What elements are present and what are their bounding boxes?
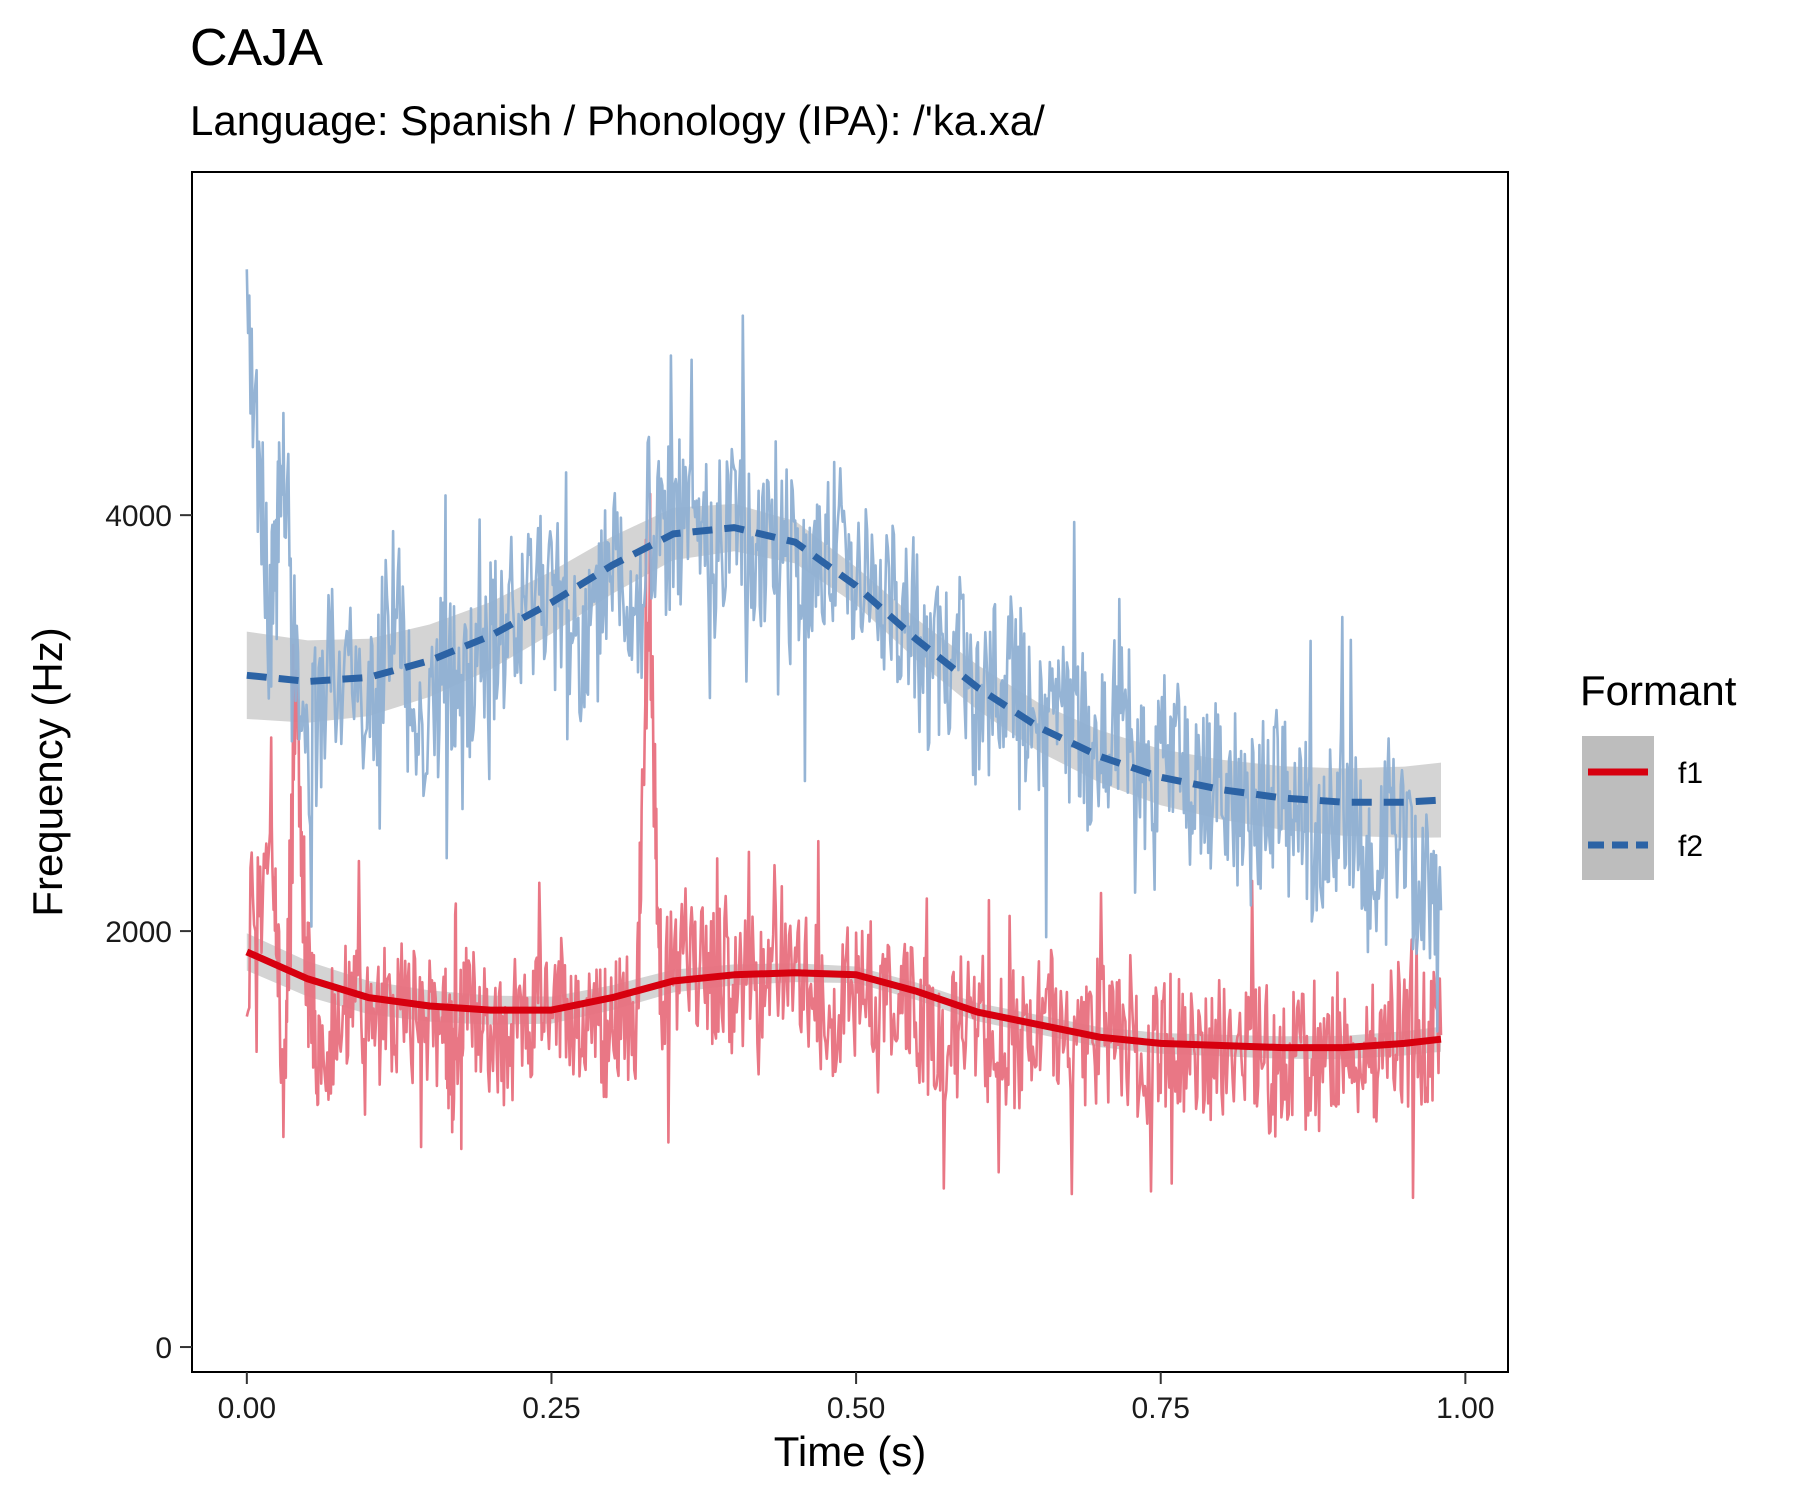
raw-line-f1 (245, 492, 1443, 1200)
legend-key-background (1582, 736, 1654, 880)
legend-title: Formant (1580, 667, 1737, 714)
legend: Formant f1 f2 (1580, 667, 1737, 880)
plot-panel-border (191, 171, 1509, 1373)
x-axis-title: Time (s) (774, 1428, 926, 1475)
raw-series (245, 269, 1443, 1200)
y-axis-title: Frequency (Hz) (24, 627, 71, 916)
smooth-line-f2 (246, 524, 1442, 806)
chart-subtitle: Language: Spanish / Phonology (IPA): /'k… (190, 97, 1045, 144)
legend-label-f2: f2 (1678, 830, 1703, 863)
legend-label-f1: f1 (1678, 757, 1703, 790)
chart-title: CAJA (190, 19, 323, 77)
smooth-series (245, 524, 1442, 1052)
x-tick-label: 1.00 (1436, 1392, 1494, 1425)
raw-line-f2 (245, 269, 1443, 1033)
x-tick-label: 0.50 (827, 1392, 885, 1425)
smooth-line-f1 (245, 948, 1442, 1052)
y-tick-label: 4000 (105, 500, 172, 533)
y-tick-label: 0 (155, 1332, 172, 1365)
axes: 0.00 0.25 0.50 0.75 1.00 0 2000 4000 (105, 500, 1494, 1425)
x-tick-label: 0.25 (522, 1392, 580, 1425)
x-tick-label: 0.00 (218, 1392, 276, 1425)
x-tick-label: 0.75 (1132, 1392, 1190, 1425)
y-tick-label: 2000 (105, 916, 172, 949)
